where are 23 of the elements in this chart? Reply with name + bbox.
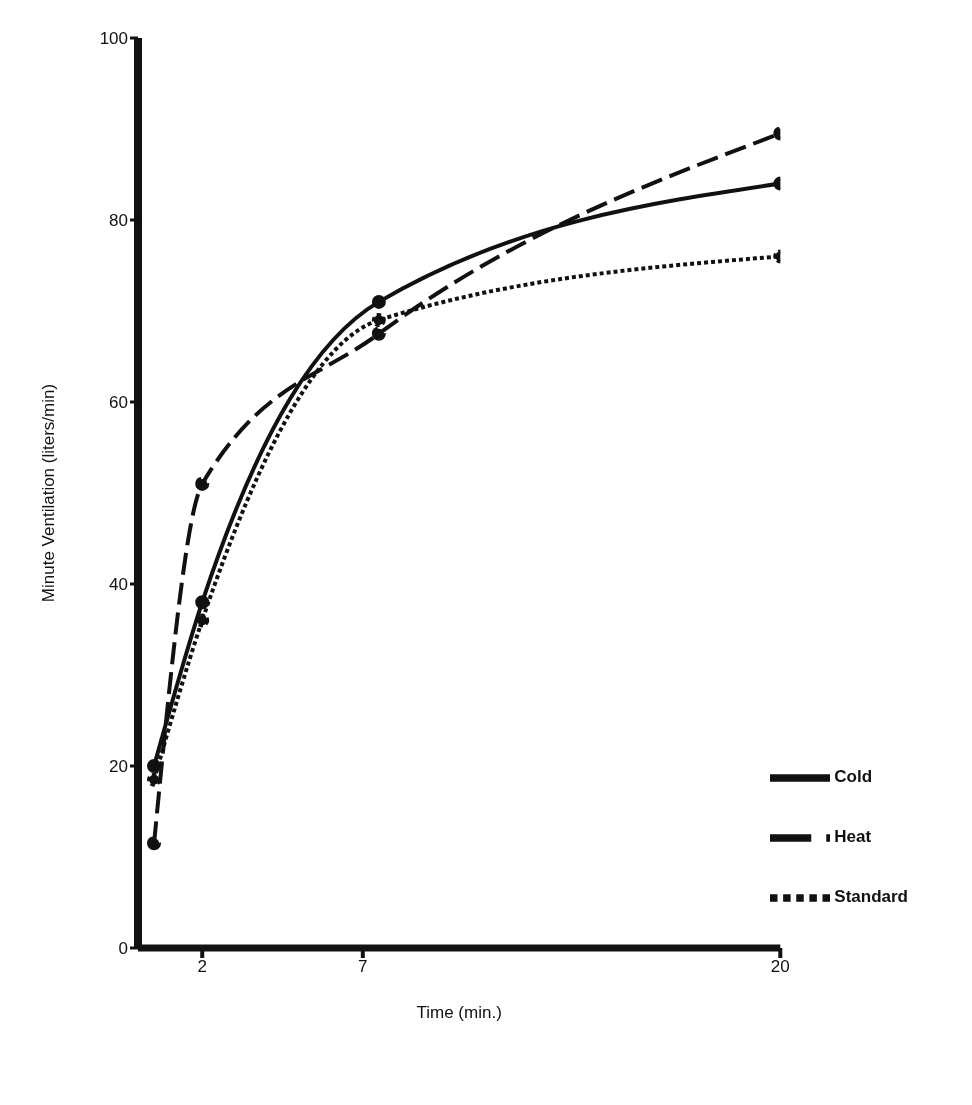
point <box>147 836 162 851</box>
legend-label: Standard <box>834 887 908 907</box>
point <box>147 759 162 773</box>
legend-label: Cold <box>834 767 873 787</box>
x-tick-label: 2 <box>197 957 207 977</box>
point <box>371 294 386 309</box>
x-tick-label: 20 <box>770 957 790 977</box>
point <box>195 476 210 491</box>
point <box>195 613 210 628</box>
y-axis-title: Minute Ventilation (liters/min) <box>39 383 59 603</box>
point <box>371 313 386 328</box>
point <box>195 595 210 610</box>
y-tick-label: 60 <box>109 393 128 413</box>
y-tick-label: 0 <box>118 939 128 959</box>
legend-label: Heat <box>834 827 872 847</box>
y-tick-label: 40 <box>109 575 128 595</box>
x-axis-title: Time (min.) <box>416 1003 502 1022</box>
point <box>147 772 162 787</box>
x-tick-label: 7 <box>358 957 368 977</box>
y-tick-label: 80 <box>109 211 128 231</box>
point <box>371 326 386 341</box>
y-tick-label: 100 <box>99 29 128 49</box>
y-tick-label: 20 <box>109 757 128 777</box>
